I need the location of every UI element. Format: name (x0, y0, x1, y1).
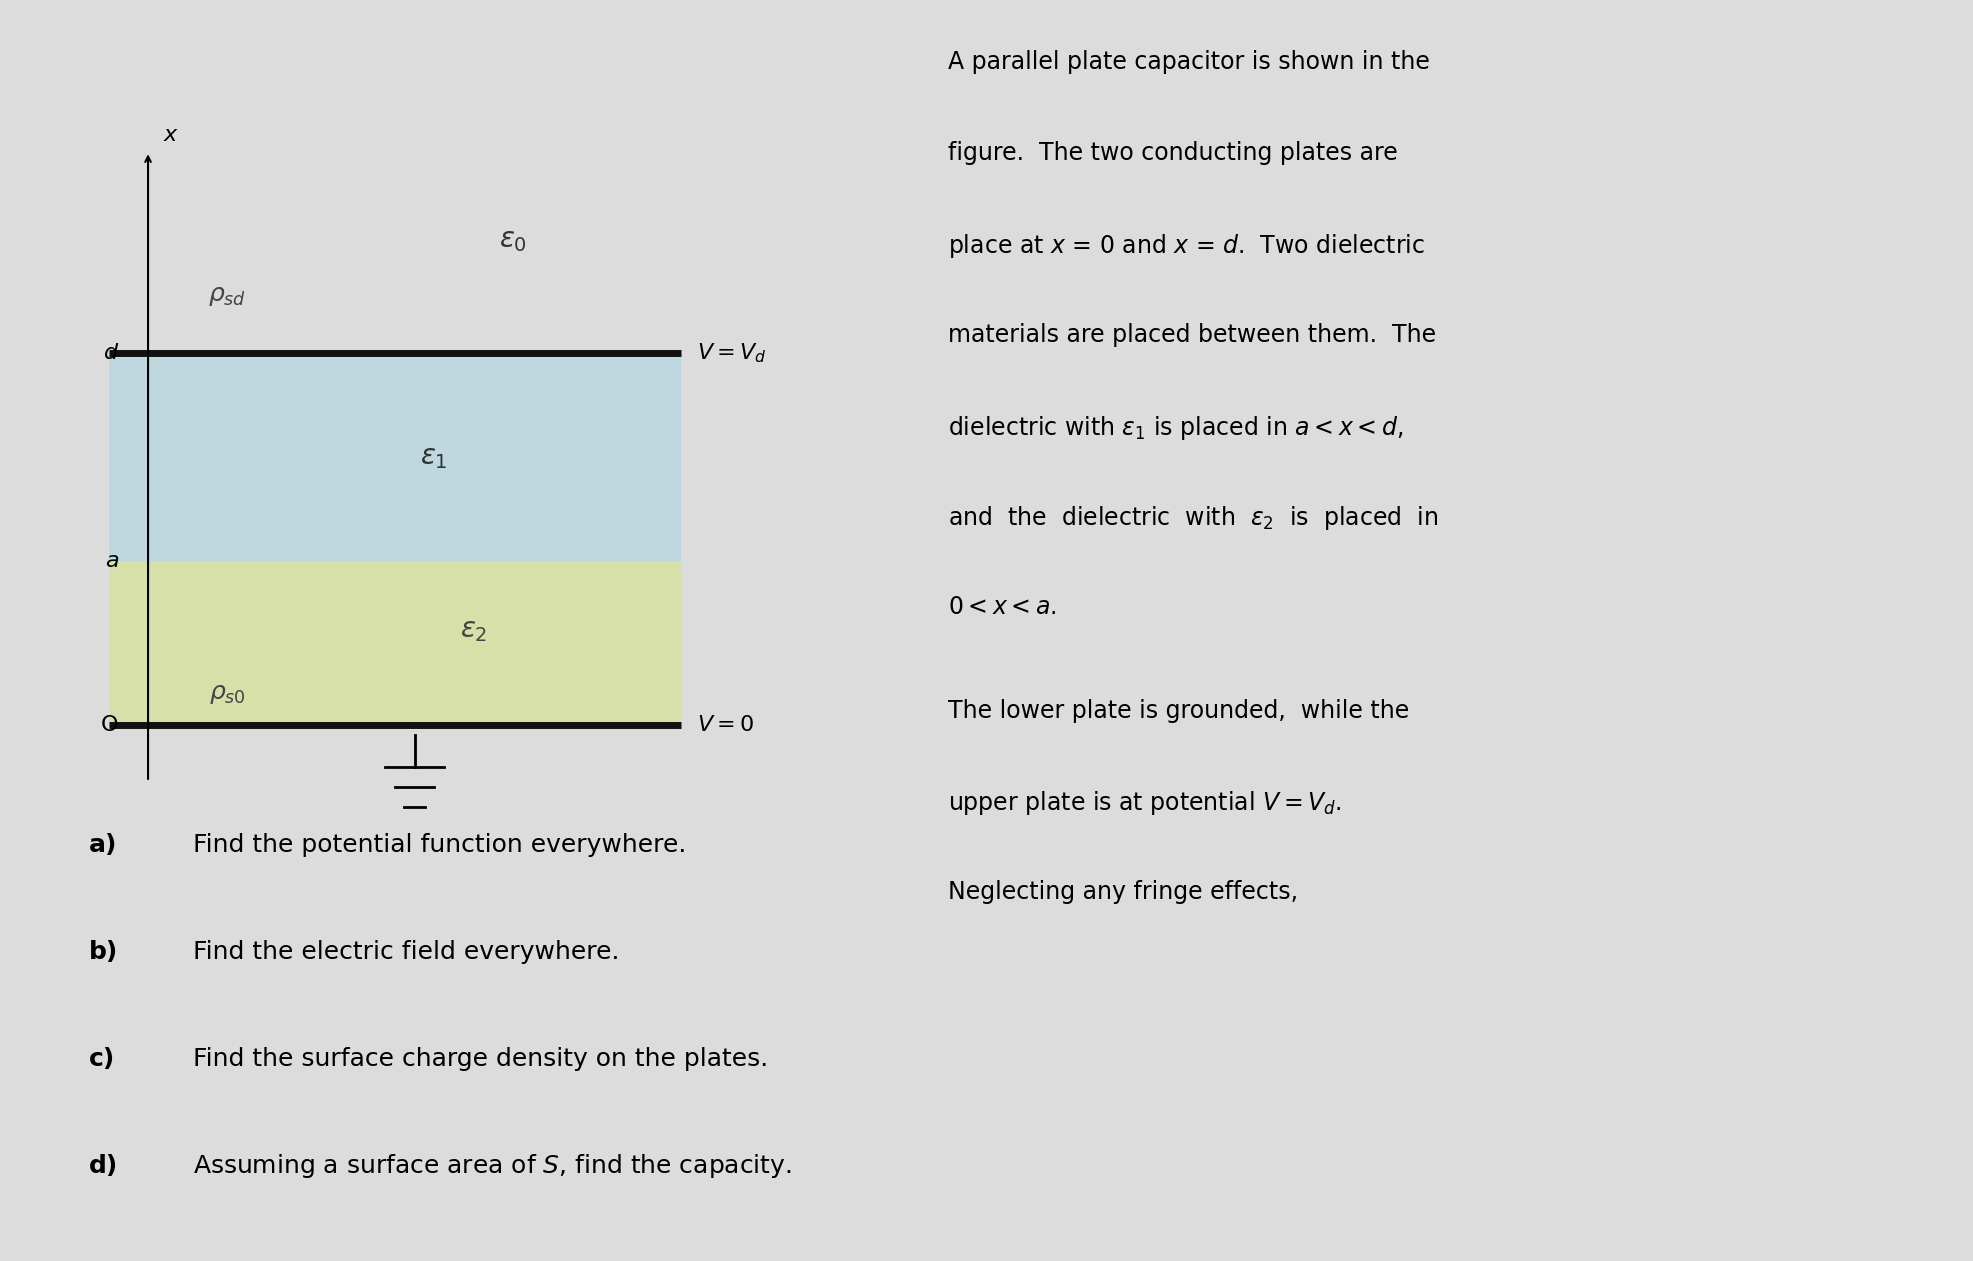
Text: x: x (164, 125, 178, 145)
Text: O: O (101, 715, 118, 735)
Text: $V = V_d$: $V = V_d$ (696, 342, 766, 364)
Text: The lower plate is grounded,  while the: The lower plate is grounded, while the (947, 699, 1409, 723)
Text: dielectric with $\varepsilon_1$ is placed in $a < x < d$,: dielectric with $\varepsilon_1$ is place… (947, 414, 1403, 441)
Text: figure.  The two conducting plates are: figure. The two conducting plates are (947, 141, 1397, 165)
Text: a: a (105, 551, 118, 571)
Text: place at $x$ = 0 and $x$ = $d$.  Two dielectric: place at $x$ = 0 and $x$ = $d$. Two diel… (947, 232, 1425, 260)
Text: a): a) (89, 832, 116, 857)
Text: d: d (105, 343, 118, 363)
Text: $V = 0$: $V = 0$ (696, 715, 754, 735)
Text: $\varepsilon_0$: $\varepsilon_0$ (499, 226, 527, 253)
Text: $\rho_{sd}$: $\rho_{sd}$ (207, 284, 247, 309)
Text: and  the  dielectric  with  $\varepsilon_2$  is  placed  in: and the dielectric with $\varepsilon_2$ … (947, 504, 1436, 532)
Text: Neglecting any fringe effects,: Neglecting any fringe effects, (947, 880, 1296, 904)
Bar (109, 353, 681, 561)
Text: Find the electric field everywhere.: Find the electric field everywhere. (193, 939, 620, 965)
Text: Assuming a surface area of $S$, find the capacity.: Assuming a surface area of $S$, find the… (193, 1153, 791, 1180)
Text: upper plate is at potential $V = V_d$.: upper plate is at potential $V = V_d$. (947, 789, 1340, 817)
Text: $\rho_{s0}$: $\rho_{s0}$ (209, 681, 245, 706)
Text: materials are placed between them.  The: materials are placed between them. The (947, 323, 1434, 347)
Text: Find the surface charge density on the plates.: Find the surface charge density on the p… (193, 1047, 767, 1072)
Text: A parallel plate capacitor is shown in the: A parallel plate capacitor is shown in t… (947, 50, 1428, 74)
Text: d): d) (89, 1154, 118, 1179)
Text: $0 < x < a$.: $0 < x < a$. (947, 595, 1056, 619)
Text: b): b) (89, 939, 118, 965)
Text: $\varepsilon_2$: $\varepsilon_2$ (460, 617, 487, 644)
Text: c): c) (89, 1047, 114, 1072)
Text: $\varepsilon_1$: $\varepsilon_1$ (420, 443, 448, 472)
Bar (109, 561, 681, 725)
Text: Find the potential function everywhere.: Find the potential function everywhere. (193, 832, 687, 857)
